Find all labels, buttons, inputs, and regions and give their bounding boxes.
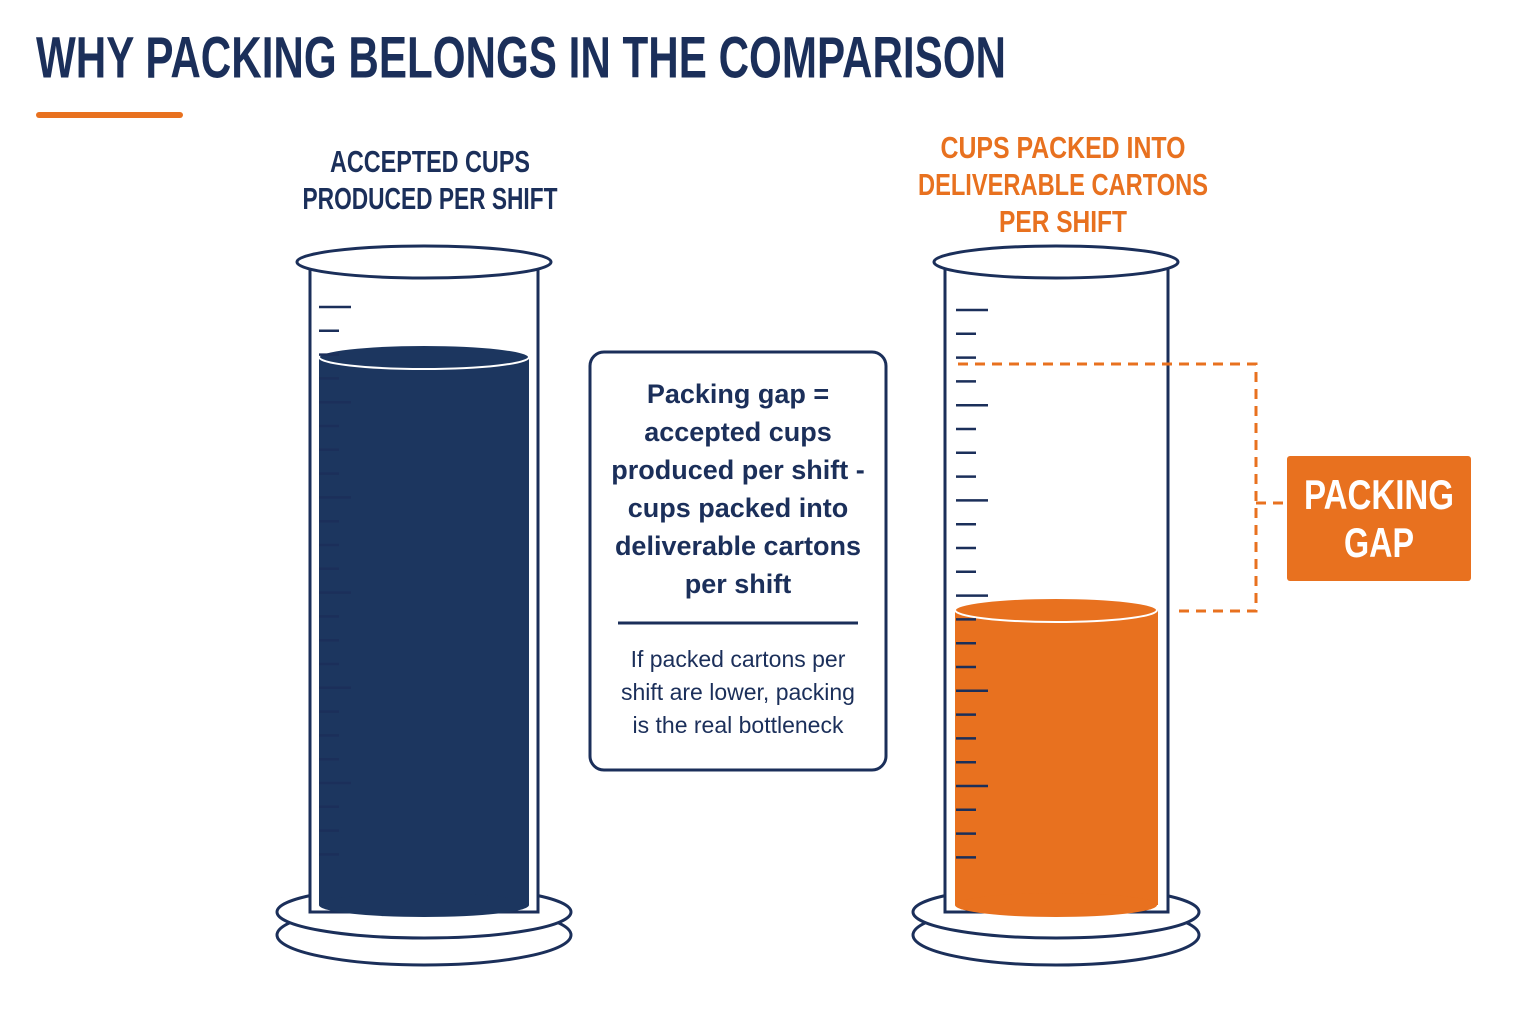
formula-note: is the real bottleneck	[633, 712, 844, 738]
left-cylinder	[275, 244, 573, 967]
title: WHY PACKING BELONGS IN THE COMPARISON	[36, 25, 1006, 90]
gap-bracket	[958, 362, 1288, 613]
formula-note: If packed cartons per	[631, 646, 846, 672]
formula-line: cups packed into	[628, 493, 849, 523]
formula-line: Packing gap =	[647, 379, 829, 409]
right-cylinder	[911, 244, 1201, 967]
formula-line: accepted cups	[644, 417, 832, 447]
right-label: DELIVERABLE CARTONS	[918, 167, 1208, 202]
left-label: ACCEPTED CUPS	[330, 144, 530, 179]
gap-label: PACKING	[1304, 471, 1454, 518]
formula-note: shift are lower, packing	[621, 679, 855, 705]
gap-box	[1287, 456, 1471, 581]
left-label: PRODUCED PER SHIFT	[303, 181, 558, 216]
formula-line: per shift	[685, 569, 792, 599]
formula-line: deliverable cartons	[615, 531, 861, 561]
title-underline	[36, 112, 183, 118]
gap-label: GAP	[1344, 519, 1414, 566]
right-label: PER SHIFT	[999, 204, 1127, 239]
formula-box	[588, 350, 888, 772]
right-label: CUPS PACKED INTO	[941, 130, 1186, 165]
formula-line: produced per shift -	[611, 455, 865, 485]
